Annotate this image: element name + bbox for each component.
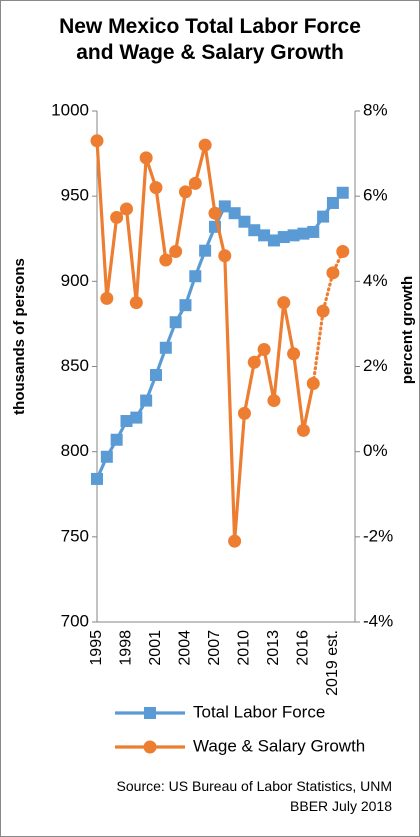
marker (110, 433, 123, 446)
legend-marker (144, 707, 156, 719)
x-tick-label: 2010 (236, 630, 253, 666)
marker (129, 296, 143, 310)
marker (258, 229, 271, 242)
marker (267, 234, 280, 247)
marker (257, 342, 271, 356)
marker (120, 415, 133, 428)
marker (277, 296, 291, 310)
marker (316, 304, 330, 318)
x-tick-label: 2019 est. (324, 630, 341, 696)
marker (228, 207, 241, 220)
marker (90, 134, 104, 148)
marker (237, 406, 251, 420)
y-tick-label: 750 (61, 526, 89, 545)
marker (287, 229, 300, 242)
marker (189, 270, 202, 283)
marker (139, 151, 153, 165)
source-note: Source: US Bureau of Labor Statistics, U… (32, 776, 392, 816)
y2-axis-label: percent growth (399, 276, 416, 384)
y-tick-label: 900 (61, 271, 89, 290)
marker (307, 225, 320, 238)
marker (336, 245, 350, 259)
marker (306, 377, 320, 391)
marker (110, 210, 124, 224)
series-line (95, 140, 315, 543)
marker (159, 253, 173, 267)
marker (169, 316, 182, 329)
marker (317, 210, 330, 223)
chart-title: New Mexico Total Labor Force and Wage & … (59, 15, 361, 64)
marker (100, 450, 113, 463)
source-line: Source: US Bureau of Labor Statistics, U… (116, 778, 392, 794)
x-tick-label: 2013 (265, 630, 282, 666)
legend-label: Total Labor Force (193, 702, 325, 721)
marker (326, 196, 339, 209)
marker (91, 472, 103, 485)
x-tick-label: 1995 (88, 630, 105, 666)
marker (248, 224, 261, 237)
marker (277, 231, 290, 244)
source-line: BBER July 2018 (290, 798, 392, 814)
y2-tick-label: -4% (363, 611, 393, 630)
marker (179, 299, 192, 312)
y-tick-label: 1000 (51, 100, 89, 119)
marker (208, 206, 222, 220)
marker (188, 176, 202, 190)
marker (100, 291, 114, 305)
marker (199, 244, 212, 257)
marker (267, 394, 281, 408)
marker (130, 411, 143, 424)
marker (198, 138, 212, 152)
x-tick-label: 2001 (147, 630, 164, 666)
y2-tick-label: 2% (363, 356, 388, 375)
marker (296, 423, 310, 437)
marker (326, 266, 340, 280)
marker (247, 355, 261, 369)
x-tick-label: 2004 (177, 630, 194, 666)
marker (149, 369, 162, 382)
y-tick-label: 700 (61, 611, 89, 630)
y2-tick-label: 6% (363, 186, 388, 205)
marker (218, 249, 232, 263)
marker (287, 347, 301, 361)
series-line-estimate (311, 249, 345, 386)
legend-marker (143, 740, 157, 754)
x-tick-label: 2016 (295, 630, 312, 666)
y2-tick-label: 8% (363, 100, 388, 119)
y2-tick-label: 4% (363, 271, 388, 290)
y2-tick-label: -2% (363, 526, 393, 545)
y2-tick-label: 0% (363, 441, 388, 460)
x-tick-label: 2007 (206, 630, 223, 666)
marker (218, 200, 231, 213)
marker (336, 186, 349, 199)
marker (169, 245, 183, 259)
marker (238, 215, 251, 228)
y-tick-label: 800 (61, 441, 89, 460)
marker (297, 227, 310, 240)
y-tick-label: 850 (61, 356, 89, 375)
legend-label: Wage & Salary Growth (193, 736, 365, 755)
marker (119, 202, 133, 216)
x-tick-label: 1998 (118, 630, 135, 666)
marker (159, 341, 172, 354)
y-axis-label: thousands of persons (11, 258, 28, 415)
marker (228, 534, 242, 548)
marker (178, 185, 192, 199)
marker (140, 394, 153, 407)
marker (149, 181, 163, 195)
y-tick-label: 950 (61, 186, 89, 205)
